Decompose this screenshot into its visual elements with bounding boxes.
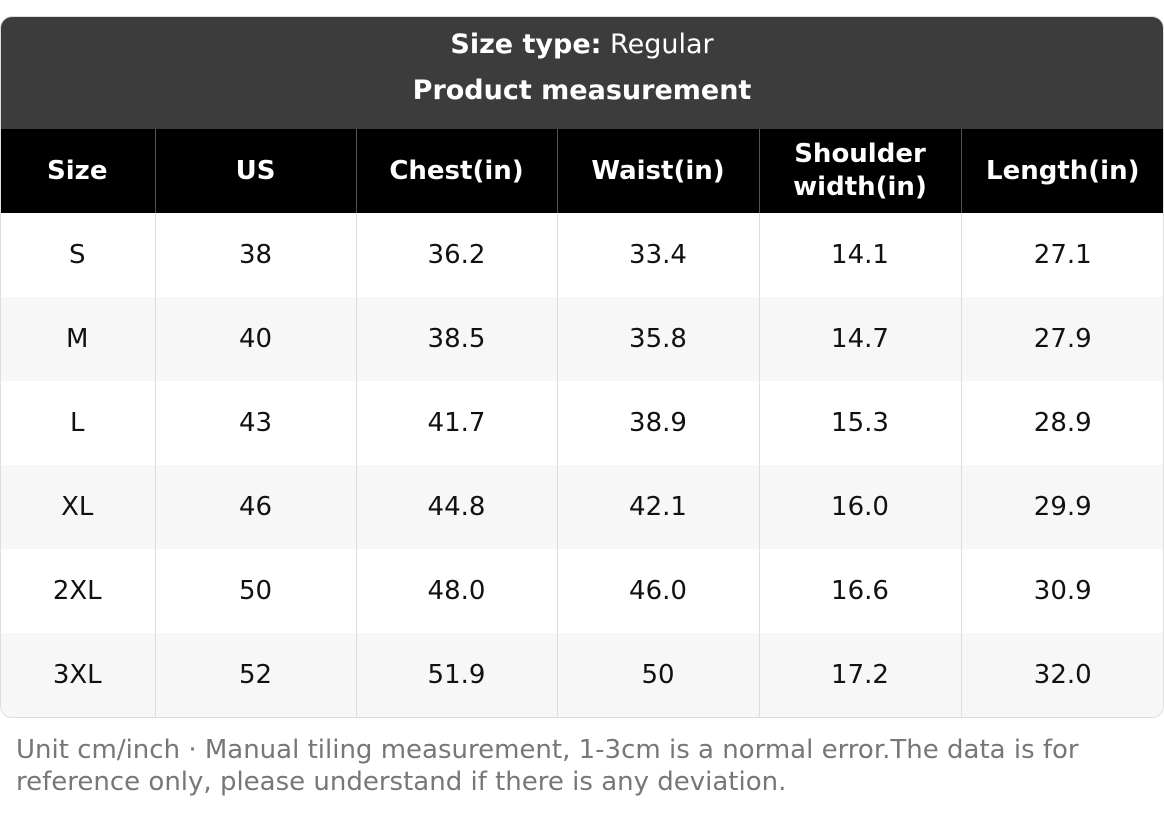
table-cell: 38.9 [556, 381, 759, 465]
column-header: Size [1, 129, 155, 213]
table-cell: 3XL [1, 633, 155, 717]
table-cell: 46 [154, 465, 356, 549]
table-cell: 30.9 [960, 549, 1163, 633]
table-cell: 40 [154, 297, 356, 381]
table-cell: 41.7 [355, 381, 557, 465]
table-cell: 27.1 [960, 213, 1163, 297]
table-cell: 33.4 [556, 213, 759, 297]
table-row: S 38 36.2 33.4 14.1 27.1 [1, 213, 1163, 297]
table-cell: XL [1, 465, 155, 549]
table-cell: 29.9 [960, 465, 1163, 549]
table: Size US Chest(in) Waist(in) Shoulder width(i… [1, 129, 1163, 717]
table-body: S 38 36.2 33.4 14.1 27.1 M 40 38.5 35.8 14.7 27.9 L 4… [1, 213, 1163, 717]
column-header: US [154, 129, 356, 213]
table-cell: 46.0 [556, 549, 759, 633]
table-cell: S [68, 240, 86, 270]
column-header: Waist(in) [556, 129, 759, 213]
table-cell: 38 [154, 213, 356, 297]
table-cell: 35.8 [556, 297, 759, 381]
header-title: Product measurement [412, 75, 752, 106]
table-cell: 44.8 [355, 465, 557, 549]
column-header: Shoulder width(in) [758, 129, 961, 213]
table-cell: 36.2 [355, 213, 557, 297]
table-cell: 42.1 [556, 465, 759, 549]
size-chart: Size type: Regular Product measurement S… [0, 16, 1164, 718]
size-type-label: Size type: [450, 29, 602, 60]
table-row: M 40 38.5 35.8 14.7 27.9 [1, 297, 1163, 381]
table-cell: 27.9 [960, 297, 1163, 381]
table-row: L 43 41.7 38.9 15.3 28.9 [1, 381, 1163, 465]
table-cell: 48.0 [355, 549, 557, 633]
table-cell: L [70, 408, 85, 438]
column-header: Chest(in) [355, 129, 557, 213]
table-cell: 28.9 [960, 381, 1163, 465]
header-row: Size US Chest(in) Waist(in) Shoulder width(i… [1, 129, 1163, 213]
table-cell: 16.6 [758, 549, 961, 633]
table-cell: 43 [154, 381, 356, 465]
header: Size type: Regular Product measurement [1, 17, 1163, 129]
table-row: 2XL 50 48.0 46.0 16.6 30.9 [1, 549, 1163, 633]
table-cell: 51.9 [355, 633, 557, 717]
table-cell: 16.0 [758, 465, 961, 549]
table-row: XL 46 44.8 42.1 16.0 29.9 [1, 465, 1163, 549]
footnote: Unit cm/inch · Manual tiling measurement… [16, 735, 1079, 797]
table-cell: 14.1 [758, 213, 961, 297]
table-row: 3XL 52 51.9 50 17.2 32.0 [1, 633, 1163, 717]
table-cell: 17.2 [758, 633, 961, 717]
table-cell: M [1, 297, 155, 381]
table-cell: 50 [154, 549, 356, 633]
table-cell: 15.3 [758, 381, 961, 465]
table-cell: 50 [556, 633, 759, 717]
table-cell: 2XL [52, 576, 102, 606]
size-type-value: Regular [610, 29, 714, 60]
table-cell: 14.7 [758, 297, 961, 381]
table-cell: 32.0 [960, 633, 1163, 717]
table-cell: 52 [154, 633, 356, 717]
size-type: Size type: Regular [1, 17, 1163, 73]
column-header: Length(in) [960, 129, 1163, 213]
table-cell: 38.5 [355, 297, 557, 381]
